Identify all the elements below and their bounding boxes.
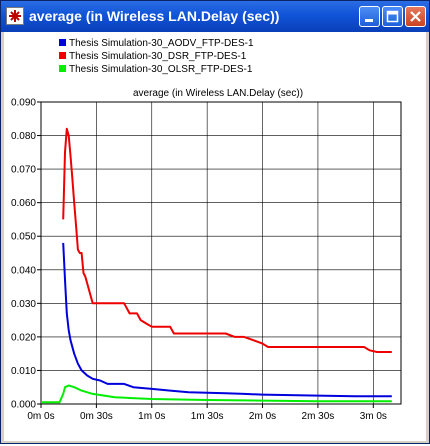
close-icon <box>410 11 421 22</box>
close-button[interactable] <box>405 6 426 27</box>
legend-label: Thesis Simulation-30_OLSR_FTP-DES-1 <box>69 64 253 75</box>
x-tick-label: 3m 0s <box>360 411 387 422</box>
maximize-button[interactable] <box>382 6 403 27</box>
y-tick-label: 0.000 <box>11 400 36 411</box>
y-tick-label: 0.050 <box>11 232 36 243</box>
y-tick-label: 0.090 <box>11 98 36 109</box>
y-axis: 0.000 0.010 0.020 0.030 0.040 0.050 0.060 0.070… <box>11 98 41 411</box>
legend-label: Thesis Simulation-30_DSR_FTP-DES-1 <box>69 51 247 62</box>
x-tick-label: 1m 0s <box>138 411 165 422</box>
x-tick-label: 1m 30s <box>191 411 224 422</box>
x-tick-label: 2m 30s <box>302 411 335 422</box>
legend-swatch <box>59 39 66 46</box>
series-line <box>62 127 392 353</box>
legend-swatch <box>59 52 66 59</box>
legend: Thesis Simulation-30_AODV_FTP-DES-1 Thesi… <box>59 38 254 75</box>
y-tick-label: 0.040 <box>11 265 36 276</box>
series-line <box>62 242 392 398</box>
legend-label: Thesis Simulation-30_AODV_FTP-DES-1 <box>69 38 254 49</box>
y-tick-label: 0.030 <box>11 299 36 310</box>
grid <box>41 102 401 404</box>
y-tick-label: 0.010 <box>11 366 36 377</box>
y-tick-label: 0.080 <box>11 131 36 142</box>
x-tick-label: 2m 0s <box>249 411 276 422</box>
y-tick-label: 0.060 <box>11 198 36 209</box>
series-lines <box>41 127 392 404</box>
series-line <box>41 384 392 404</box>
x-axis: 0m 0s 0m 30s 1m 0s 1m 30s 2m 0s 2m 30s 3m 0s <box>27 404 387 422</box>
chart-title: average (in Wireless LAN.Delay (sec)) <box>133 88 303 99</box>
y-tick-label: 0.070 <box>11 165 36 176</box>
chart-area: Thesis Simulation-30_AODV_FTP-DES-1 Thesi… <box>4 32 426 441</box>
minimize-button[interactable] <box>359 6 380 27</box>
minimize-icon <box>365 19 373 22</box>
line-chart: Thesis Simulation-30_AODV_FTP-DES-1 Thesi… <box>11 38 402 422</box>
title-bar[interactable]: average (in Wireless LAN.Delay (sec)) <box>1 1 429 32</box>
plot-background <box>40 101 402 405</box>
maximize-icon <box>386 10 399 23</box>
x-tick-label: 0m 0s <box>27 411 54 422</box>
y-tick-label: 0.020 <box>11 332 36 343</box>
x-tick-label: 0m 30s <box>80 411 113 422</box>
legend-swatch <box>59 65 66 72</box>
app-icon[interactable] <box>6 7 24 25</box>
window-title: average (in Wireless LAN.Delay (sec)) <box>29 8 280 24</box>
